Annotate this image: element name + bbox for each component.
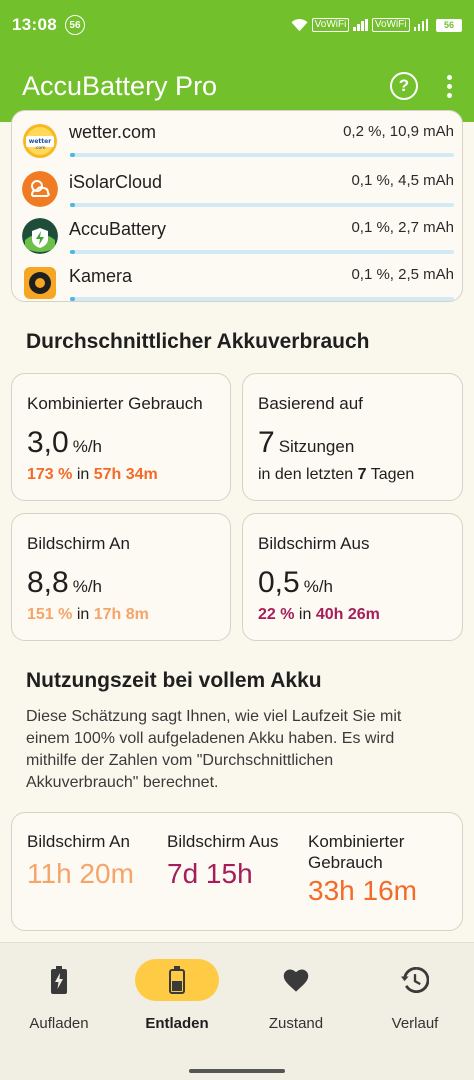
nav-pill	[254, 959, 338, 1001]
usage-bar	[70, 153, 454, 157]
nav-aufladen[interactable]: Aufladen	[0, 943, 118, 1043]
usage-bar	[70, 203, 454, 207]
app-usage-value: 0,1 %, 2,7 mAh	[351, 219, 454, 236]
nav-pill	[373, 959, 457, 1001]
estimate-label: Bildschirm An	[27, 832, 130, 851]
screen-on-estimate: Bildschirm An 11h 20m	[27, 831, 134, 890]
card-subtext: 151 % in 17h 8m	[27, 606, 149, 623]
nav-label: Verlauf	[391, 1015, 439, 1032]
based-on-card[interactable]: Basierend auf 7 Sitzungen in den letzten …	[242, 373, 463, 501]
usage-bar	[70, 297, 454, 301]
estimate-label: Kombinierter	[308, 832, 405, 851]
full-charge-description: Diese Schätzung sagt Ihnen, wie viel Lau…	[26, 708, 402, 791]
signal-icon-2	[413, 19, 428, 31]
battery-discharging-icon	[169, 966, 185, 994]
card-label: Kombinierter Gebrauch	[27, 394, 203, 413]
nav-label: Aufladen	[29, 1015, 89, 1032]
history-icon	[401, 967, 429, 993]
list-item[interactable]: AccuBattery 0,1 %, 2,7 mAh	[12, 214, 462, 261]
usage-bar-fill	[70, 250, 75, 254]
card-value: 0,5 %/h	[258, 566, 334, 599]
card-label: Bildschirm An	[27, 534, 130, 553]
avg-usage-title: Durchschnittlicher Akkuverbrauch	[26, 330, 370, 353]
card-value: 8,8 %/h	[27, 566, 103, 599]
estimate-label: Bildschirm Aus	[167, 832, 279, 851]
usage-bar-fill	[70, 153, 75, 157]
card-label: Basierend auf	[258, 394, 363, 413]
card-label: Bildschirm Aus	[258, 534, 370, 553]
nav-zustand[interactable]: Zustand	[237, 943, 355, 1043]
app-usage-list: wetter .com wetter.com 0,2 %, 10,9 mAh i…	[11, 110, 463, 302]
vowifi-label: VoWiFi	[311, 18, 350, 32]
card-subtext: in den letzten 7 Tagen	[258, 466, 415, 483]
screen-on-card[interactable]: Bildschirm An 8,8 %/h 151 % in 17h 8m	[11, 513, 231, 641]
wifi-icon	[291, 19, 308, 32]
estimate-value: 7d 15h	[167, 858, 253, 889]
app-name: iSolarCloud	[69, 172, 163, 192]
vowifi-label-2: VoWiFi	[371, 18, 410, 32]
battery-icon: 56	[436, 18, 462, 32]
svg-text:wetter: wetter	[29, 138, 51, 145]
app-usage-value: 0,2 %, 10,9 mAh	[343, 123, 454, 140]
solar-cloud-icon	[22, 171, 58, 207]
camera-icon	[24, 267, 56, 299]
bottom-navigation: Aufladen Entladen Zustand	[0, 942, 474, 1080]
signal-icon	[353, 19, 368, 31]
nav-label: Entladen	[145, 1015, 209, 1032]
list-item[interactable]: Kamera 0,1 %, 2,5 mAh	[12, 261, 462, 301]
nav-pill-active	[135, 959, 219, 1001]
usage-bar-fill	[70, 297, 75, 301]
usage-bar	[70, 250, 454, 254]
battery-charging-icon	[51, 966, 67, 994]
clock: 13:08	[12, 15, 57, 34]
screen-off-card[interactable]: Bildschirm Aus 0,5 %/h 22 % in 40h 26m	[242, 513, 463, 641]
app-name: Kamera	[69, 266, 133, 286]
list-item[interactable]: iSolarCloud 0,1 %, 4,5 mAh	[12, 167, 462, 214]
usage-bar-fill	[70, 203, 75, 207]
combined-estimate: Kombinierter Gebrauch 33h 16m	[308, 831, 417, 907]
app-name: AccuBattery	[69, 219, 167, 239]
status-icons: VoWiFi VoWiFi 56	[291, 18, 462, 32]
card-subtext: 22 % in 40h 26m	[258, 606, 380, 623]
nav-verlauf[interactable]: Verlauf	[356, 943, 474, 1043]
nav-pill	[17, 959, 101, 1001]
estimate-value: 11h 20m	[27, 858, 134, 889]
home-indicator[interactable]	[189, 1069, 285, 1073]
estimate-value: 33h 16m	[308, 875, 417, 906]
card-value: 3,0 %/h	[27, 426, 103, 459]
full-charge-card[interactable]: Bildschirm An 11h 20m Bildschirm Aus 7d …	[11, 812, 463, 931]
status-bar: 13:08 56 VoWiFi VoWiFi 56	[0, 0, 474, 50]
app-name: wetter.com	[69, 122, 157, 142]
notification-badge: 56	[64, 15, 85, 35]
heart-icon	[283, 969, 309, 992]
nav-label: Zustand	[268, 1015, 324, 1032]
help-icon[interactable]: ?	[390, 72, 418, 100]
full-charge-title: Nutzungszeit bei vollem Akku	[26, 669, 322, 692]
estimate-label-2: Gebrauch	[308, 853, 383, 872]
card-subtext: 173 % in 57h 34m	[27, 466, 158, 483]
accubattery-icon	[22, 218, 58, 254]
wetter-logo: wetter .com	[23, 124, 57, 158]
app-title: AccuBattery Pro	[22, 70, 218, 101]
nav-entladen[interactable]: Entladen	[118, 943, 236, 1043]
combined-usage-card[interactable]: Kombinierter Gebrauch 3,0 %/h 173 % in 57…	[11, 373, 231, 501]
svg-text:.com: .com	[34, 146, 45, 151]
app-usage-value: 0,1 %, 2,5 mAh	[351, 266, 454, 283]
more-vert-icon[interactable]	[446, 74, 452, 98]
screen-off-estimate: Bildschirm Aus 7d 15h	[167, 831, 278, 890]
list-item[interactable]: wetter .com wetter.com 0,2 %, 10,9 mAh	[12, 121, 462, 168]
app-usage-value: 0,1 %, 4,5 mAh	[351, 172, 454, 189]
card-value: 7 Sitzungen	[258, 426, 355, 459]
